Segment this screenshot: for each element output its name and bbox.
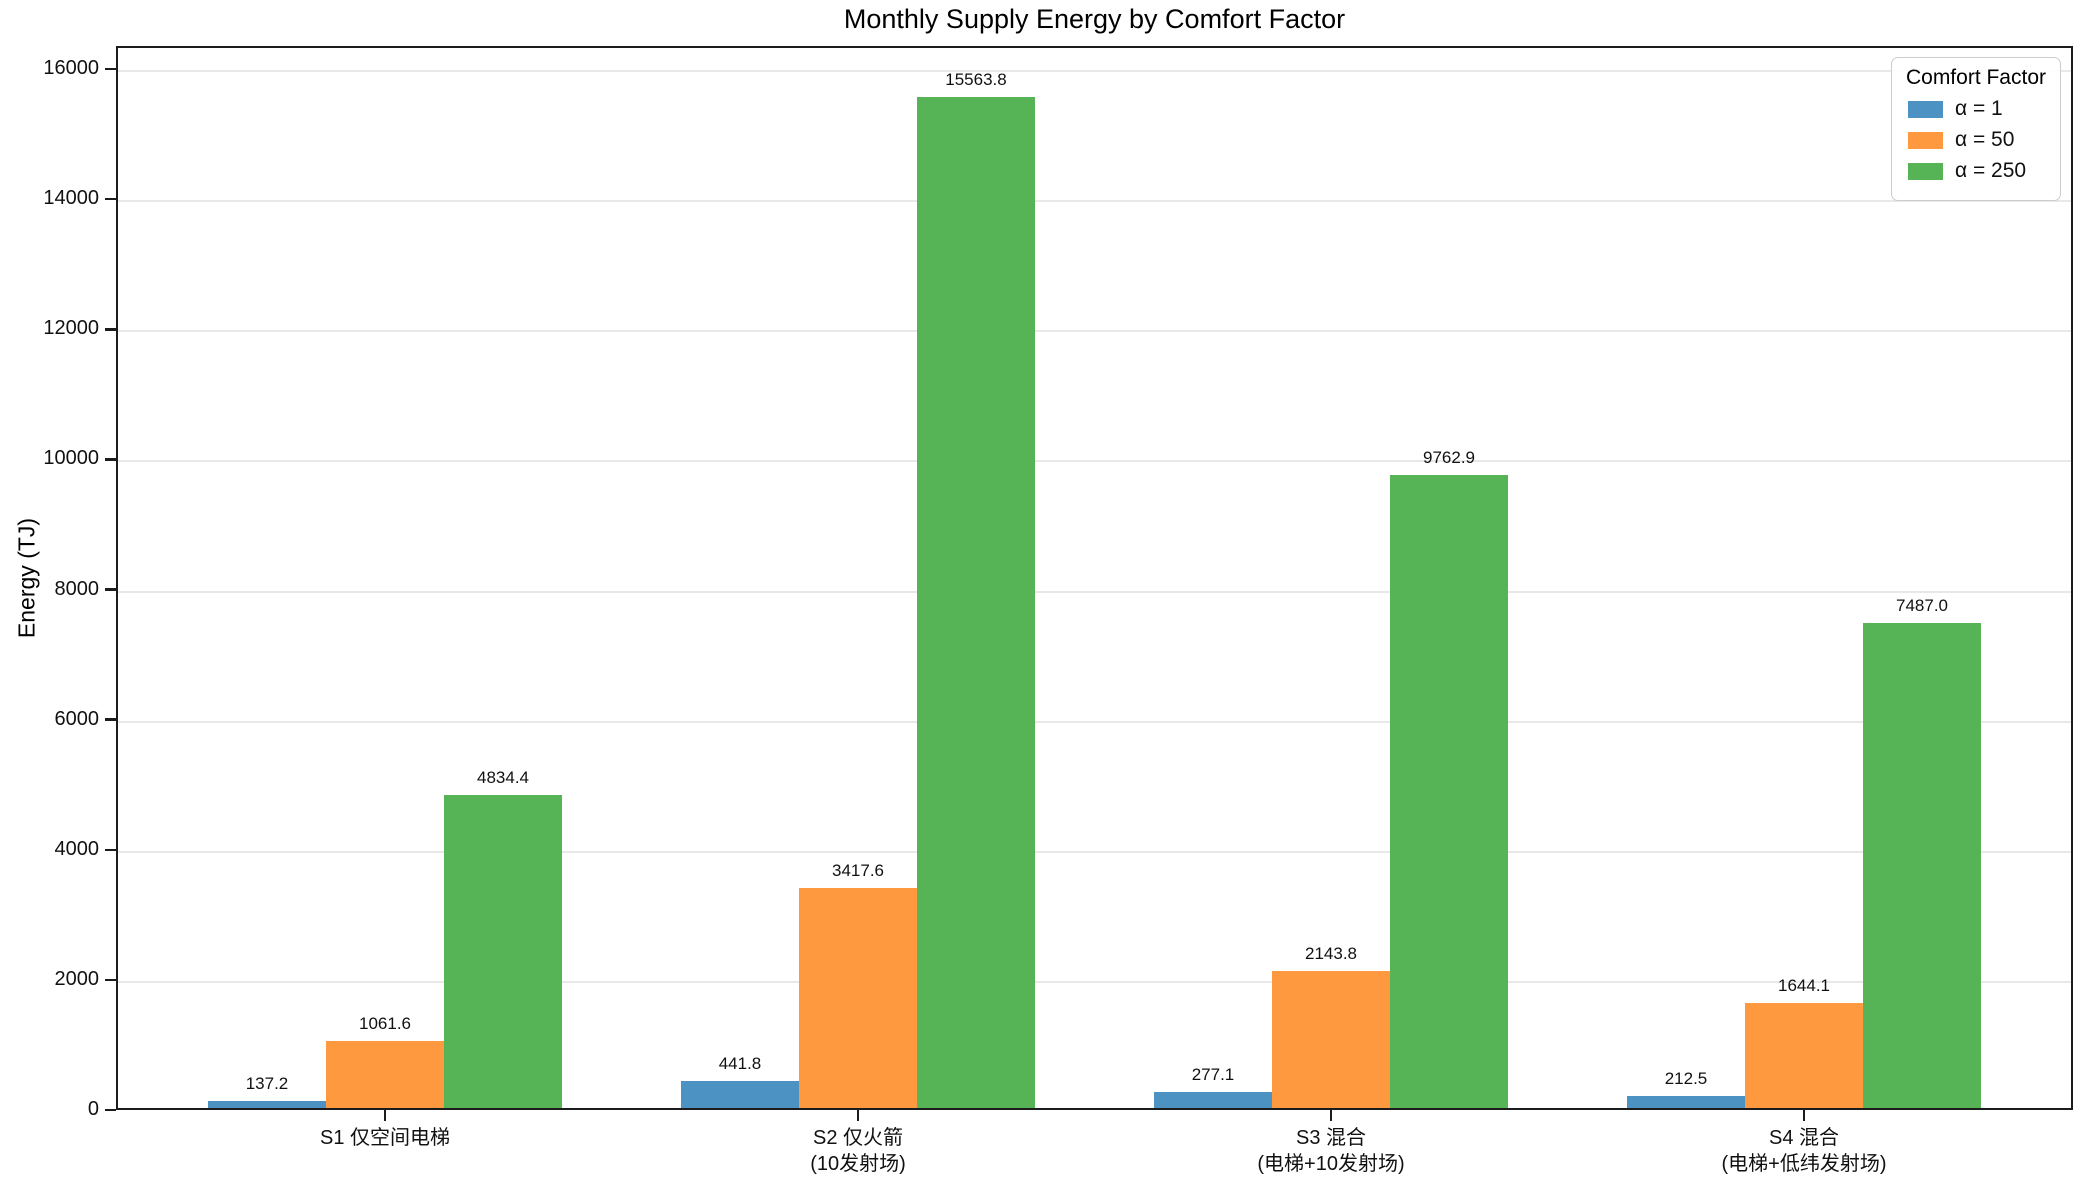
y-tick-mark bbox=[105, 197, 116, 201]
gridline-y-16000 bbox=[118, 70, 2071, 72]
bar-series1-group4 bbox=[1627, 1096, 1745, 1109]
y-tick-label: 14000 bbox=[43, 187, 99, 210]
bar-value-label: 277.1 bbox=[1191, 1064, 1235, 1084]
x-tick-mark bbox=[856, 1110, 860, 1121]
legend-entry-label: α = 250 bbox=[1954, 159, 2027, 182]
bar-series2-group1 bbox=[326, 1040, 444, 1109]
y-tick-label: 8000 bbox=[54, 577, 100, 600]
y-tick-mark bbox=[105, 328, 116, 331]
x-tick-label: S3 混合 (电梯+10发射场) bbox=[1257, 1127, 1405, 1175]
gridline-y-10000 bbox=[118, 460, 2071, 463]
bar-value-label: 2143.8 bbox=[1305, 943, 1357, 963]
bar-series1-group3 bbox=[1154, 1091, 1272, 1109]
gridline-y-2000 bbox=[118, 980, 2071, 983]
legend-swatch-icon bbox=[1907, 100, 1943, 118]
bar-value-label: 1644.1 bbox=[1778, 976, 1830, 996]
bar-value-label: 15563.8 bbox=[945, 70, 1007, 90]
y-tick-mark bbox=[105, 458, 116, 461]
bar-series2-group4 bbox=[1745, 1003, 1863, 1109]
bar-value-label: 7487.0 bbox=[1896, 595, 1948, 615]
plot-area bbox=[116, 46, 2073, 1110]
bar-value-label: 212.5 bbox=[1664, 1069, 1708, 1089]
bar-series3-group2 bbox=[917, 97, 1035, 1109]
bar-value-label: 1061.6 bbox=[359, 1013, 411, 1033]
bar-series1-group1 bbox=[208, 1101, 326, 1109]
y-tick-label: 0 bbox=[87, 1098, 99, 1120]
bar-series1-group2 bbox=[681, 1081, 799, 1109]
bar-series3-group4 bbox=[1863, 622, 1981, 1109]
legend: Comfort Factor α = 1 α = 50 α = 250 bbox=[1890, 57, 2061, 201]
gridline-y-6000 bbox=[118, 720, 2071, 723]
y-tick-mark bbox=[105, 588, 116, 591]
bar-series2-group2 bbox=[799, 887, 917, 1109]
y-tick-label: 6000 bbox=[54, 707, 100, 730]
y-tick-mark bbox=[105, 67, 116, 71]
y-tick-label: 4000 bbox=[54, 837, 100, 860]
x-tick-label: S4 混合 (电梯+低纬发射场) bbox=[1721, 1127, 1887, 1175]
bar-series3-group3 bbox=[1390, 474, 1508, 1109]
legend-entry-label: α = 1 bbox=[1954, 97, 2003, 120]
gridline-y-12000 bbox=[118, 330, 2071, 333]
bar-series2-group3 bbox=[1272, 970, 1390, 1109]
y-tick-label: 10000 bbox=[43, 447, 99, 470]
y-tick-label: 16000 bbox=[43, 57, 99, 79]
x-tick-mark bbox=[383, 1110, 387, 1121]
bar-value-label: 4834.4 bbox=[477, 768, 529, 788]
legend-entry-3: α = 250 bbox=[1907, 159, 2044, 183]
bar-value-label: 3417.6 bbox=[832, 860, 884, 880]
chart-title: Monthly Supply Energy by Comfort Factor bbox=[843, 4, 1346, 34]
legend-swatch-icon bbox=[1907, 131, 1943, 149]
y-tick-mark bbox=[105, 848, 116, 851]
x-tick-mark bbox=[1329, 1110, 1333, 1121]
gridline-y-14000 bbox=[118, 200, 2071, 203]
legend-title: Comfort Factor bbox=[1905, 66, 2046, 89]
gridline-y-4000 bbox=[118, 850, 2071, 853]
legend-swatch-icon bbox=[1907, 162, 1943, 180]
bar-value-label: 441.8 bbox=[718, 1054, 762, 1074]
legend-entry-1: α = 1 bbox=[1907, 97, 2044, 121]
y-tick-label: 2000 bbox=[54, 967, 100, 990]
bar-series3-group1 bbox=[444, 795, 562, 1109]
x-tick-label: S1 仅空间电梯 bbox=[319, 1127, 451, 1149]
y-tick-mark bbox=[105, 1108, 116, 1112]
bar-value-label: 9762.9 bbox=[1423, 447, 1475, 467]
y-tick-mark bbox=[105, 978, 116, 982]
legend-entry-2: α = 50 bbox=[1907, 128, 2044, 152]
x-tick-mark bbox=[1802, 1110, 1806, 1121]
bar-value-label: 137.2 bbox=[245, 1074, 289, 1094]
legend-entry-label: α = 50 bbox=[1954, 128, 2015, 151]
y-tick-mark bbox=[105, 718, 116, 721]
y-tick-label: 12000 bbox=[43, 317, 99, 340]
gridline-y-8000 bbox=[118, 590, 2071, 593]
x-tick-label: S2 仅火箭 (10发射场) bbox=[810, 1127, 906, 1175]
